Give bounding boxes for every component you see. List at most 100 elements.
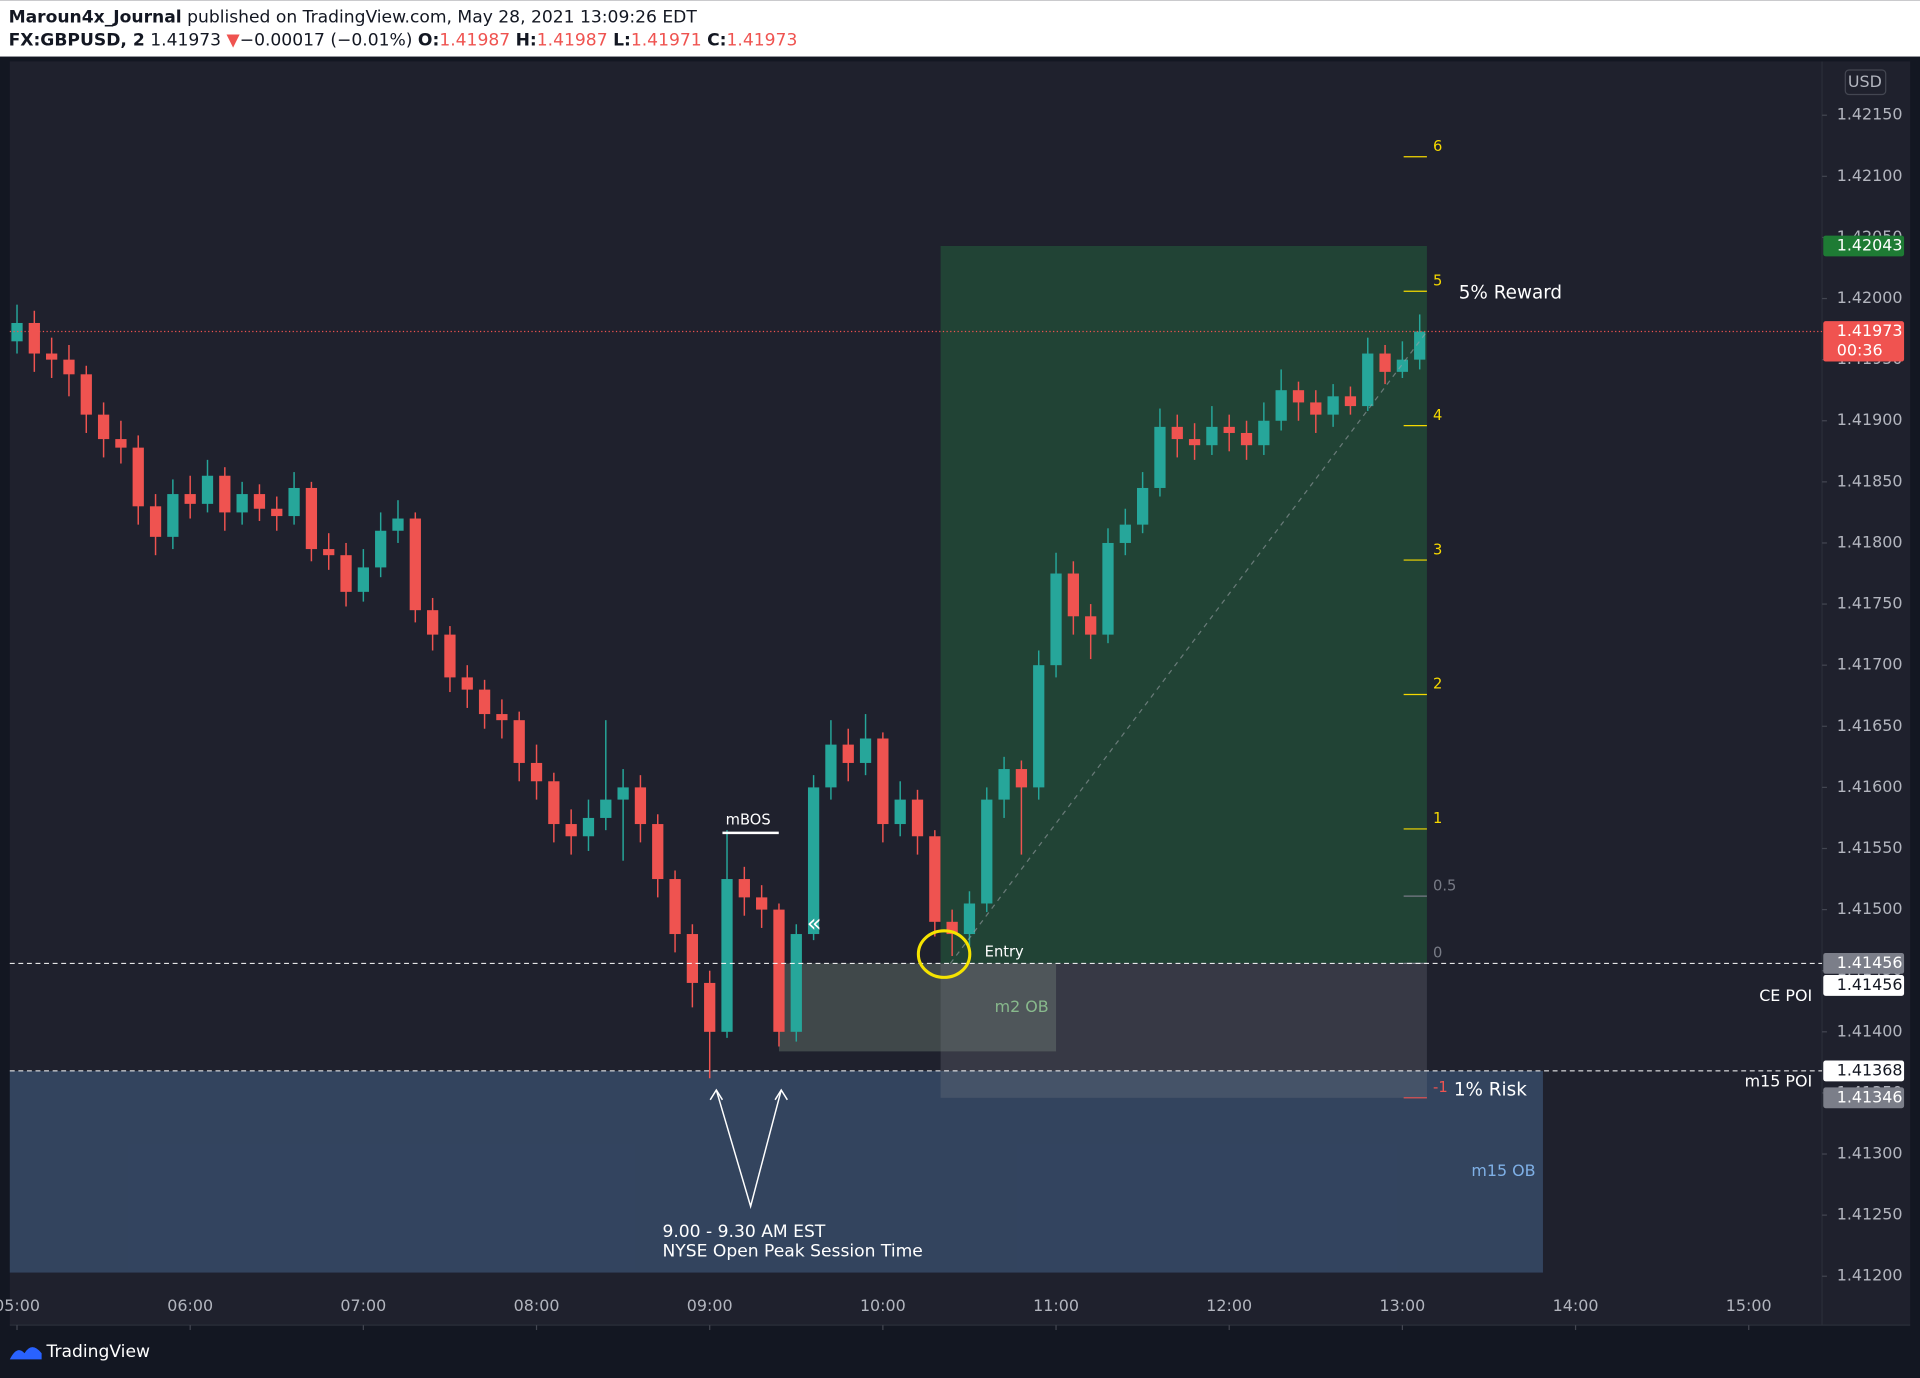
brand: TradingView — [9, 1342, 150, 1362]
candle-body — [548, 781, 560, 825]
candle-body — [1327, 396, 1339, 415]
o-label: O: — [418, 31, 439, 51]
candle-body — [513, 720, 525, 763]
candle-body — [1033, 665, 1045, 788]
candle-body — [1085, 616, 1097, 635]
fib-level-label: 5 — [1433, 272, 1442, 289]
candle-body — [375, 530, 387, 568]
candle-body — [357, 567, 369, 592]
price-label: 1.41346 — [1837, 1087, 1903, 1106]
candle-body — [617, 787, 629, 800]
y-tick-label: 1.42000 — [1837, 288, 1903, 307]
brand-name: TradingView — [46, 1342, 150, 1362]
candle-body — [340, 555, 352, 592]
session-arrows — [715, 1089, 782, 1210]
header-line-1: Maroun4x_Journal published on TradingVie… — [9, 7, 698, 27]
candle-body — [929, 836, 941, 922]
fib-level-label: -1 — [1433, 1079, 1448, 1096]
candle-body — [392, 518, 404, 531]
candle-body — [807, 787, 820, 935]
poi-label: m15 POI — [1745, 1071, 1813, 1090]
y-tick-label: 1.41400 — [1837, 1021, 1903, 1040]
candle-body — [963, 903, 976, 935]
order-block-label: m15 OB — [1471, 1161, 1535, 1180]
y-tick-label: 1.41200 — [1837, 1266, 1903, 1285]
candle-body — [634, 787, 647, 825]
change: −0.00017 (−0.01%) — [240, 31, 413, 51]
candle-body — [1154, 426, 1166, 488]
candle-body — [1223, 426, 1235, 433]
y-tick-label: 1.41300 — [1837, 1144, 1903, 1163]
y-tick-label: 1.41700 — [1837, 655, 1903, 674]
x-tick-label: 10:00 — [860, 1296, 906, 1315]
fib-level-label: 1 — [1433, 810, 1442, 827]
candle-body — [981, 799, 993, 904]
session-label: NYSE Open Peak Session Time — [662, 1242, 922, 1262]
y-tick-label: 1.42150 — [1837, 105, 1903, 124]
price-label: 1.41456 — [1837, 975, 1903, 994]
x-tick-label: 14:00 — [1553, 1296, 1599, 1315]
c-value: 1.41973 — [727, 31, 798, 51]
candle-body — [825, 744, 837, 788]
x-tick-label: 05:00 — [0, 1296, 40, 1315]
arrow-label: « — [807, 909, 822, 938]
l-label: L: — [613, 31, 631, 51]
fib-level-label: 0 — [1433, 945, 1442, 962]
x-tick-label: 15:00 — [1726, 1296, 1772, 1315]
chart-layer: m2 OB m15 OB Entry 5% Reward 1% Risk 6 5 4 3 2 1 0.… — [0, 105, 1905, 1331]
o-value: 1.41987 — [439, 31, 510, 51]
published: published on TradingView.com, May 28, 20… — [187, 7, 697, 27]
candle-body — [1414, 331, 1426, 360]
trade-path — [949, 331, 1428, 964]
candle-body — [1362, 353, 1374, 407]
candle-body — [894, 799, 906, 825]
candle-body — [1344, 396, 1357, 407]
candle-body — [721, 879, 733, 1032]
candle-body — [496, 714, 508, 721]
candle-body — [842, 744, 854, 763]
candle-body — [773, 909, 785, 1032]
candle-body — [669, 879, 681, 935]
brand-logo — [9, 1347, 42, 1360]
candle-body — [219, 475, 231, 513]
candle-body — [686, 934, 699, 983]
y-tick-label: 1.41850 — [1837, 471, 1903, 490]
candle-body — [1292, 390, 1305, 403]
candle-body — [704, 982, 716, 1032]
candle-body — [288, 487, 300, 517]
candle-body — [323, 549, 335, 556]
candle-body — [201, 475, 214, 504]
y-tick-label: 1.41600 — [1837, 777, 1903, 796]
candle-body — [409, 518, 421, 611]
candle-body — [1137, 487, 1149, 525]
session-arrowhead — [774, 1088, 788, 1101]
entry-highlight — [916, 929, 972, 979]
x-tick-label: 08:00 — [514, 1296, 560, 1315]
session-label: 9.00 - 9.30 AM EST — [662, 1222, 825, 1242]
reward-zone — [940, 245, 1427, 964]
x-tick-label: 11:00 — [1033, 1296, 1079, 1315]
candle-body — [1396, 359, 1409, 372]
candle-body — [859, 738, 872, 763]
x-tick-label: 07:00 — [340, 1296, 386, 1315]
candle-body — [461, 677, 473, 690]
publisher: Maroun4x_Journal — [9, 7, 182, 27]
mbos-label: mBOS — [726, 812, 771, 829]
reward-label: 5% Reward — [1459, 283, 1562, 304]
candle-body — [998, 769, 1010, 800]
candle-body — [652, 824, 664, 880]
entry-label: Entry — [985, 943, 1024, 960]
session-arrowhead — [709, 1088, 724, 1101]
countdown-label: 00:36 — [1837, 341, 1883, 360]
y-tick-label: 1.41550 — [1837, 838, 1903, 857]
candle-body — [305, 487, 318, 550]
y-tick-label: 1.41900 — [1837, 410, 1903, 429]
candle-body — [790, 934, 802, 1032]
price-label-box — [1823, 1060, 1905, 1082]
candle-body — [97, 414, 110, 440]
x-tick-label: 13:00 — [1379, 1296, 1425, 1315]
h-value: 1.41987 — [537, 31, 608, 51]
candle-body — [426, 610, 439, 635]
candle-body — [738, 879, 750, 898]
y-tick-label: 1.42100 — [1837, 166, 1903, 185]
